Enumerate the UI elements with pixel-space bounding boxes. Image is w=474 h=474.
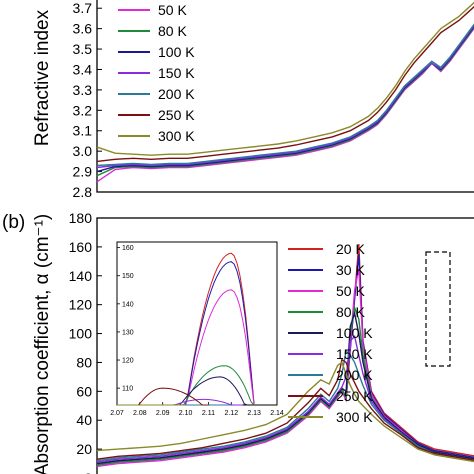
panel-a-y-tick-label: 3.3	[73, 82, 93, 98]
panel-a-legend-label: 100 K	[158, 44, 195, 60]
inset-x-tick-label: 2.11	[202, 410, 215, 417]
panel-b-series-line	[96, 310, 474, 465]
panel-a-y-axis-label: Refractive index	[32, 9, 53, 146]
panel-b-y-axis: 0 20 40 60 80 100 120 140 160 180	[69, 210, 102, 474]
inset-y-tick-label: 160	[122, 245, 134, 252]
inset-axes: 2.07 2.08 2.09 2.10 2.11 2.12 2.13 2.14 110 120 13…	[110, 245, 284, 417]
inset-x-tick-label: 2.07	[110, 410, 124, 417]
inset-y-tick-label: 130	[122, 329, 134, 336]
panel-b-legend-label: 300 K	[336, 409, 373, 425]
inset-x-tick-label: 2.09	[156, 410, 170, 417]
panel-b-y-tick-label: 60	[76, 383, 92, 399]
panel-b-legend: 20 K 30 K 50 K 80 K 100 K 150 K 200 K 250 K 300 …	[288, 241, 373, 425]
peak-highlight-box	[425, 251, 451, 367]
panel-a-y-tick-label: 3.6	[73, 21, 93, 37]
panel-a-y-axis: 2.8 2.9 3.0 3.1 3.2 3.3 3.4 3.5 3.6 3.7	[73, 0, 102, 200]
panel-a-y-tick-label: 3.0	[73, 143, 93, 159]
panel-a-y-tick-label: 3.5	[73, 41, 93, 57]
panel-a-legend-label: 80 K	[158, 23, 187, 39]
panel-b-series-line	[96, 349, 474, 462]
inset-series-line	[185, 289, 255, 406]
panel-b-chart: (b) 0 20 40 60 80 100 120 140 160 180 20 K 30 K 50 …	[2, 210, 474, 474]
inset-x-tick-label: 2.10	[179, 410, 193, 417]
inset-x-tick-label: 2.14	[270, 410, 284, 417]
panel-a-legend-label: 250 K	[158, 107, 195, 123]
inset-series	[117, 252, 255, 406]
panel-b-label: (b)	[2, 212, 25, 233]
panel-b-y-tick-label: 80	[76, 354, 92, 370]
panel-b-series	[96, 243, 474, 468]
panel-b-series-line	[96, 358, 474, 461]
panel-a-series-line	[96, 1, 474, 156]
panel-a-y-tick-label: 2.9	[73, 164, 93, 180]
panel-b-legend-label: 100 K	[336, 325, 373, 341]
panel-a-series-line	[96, 23, 474, 167]
panel-b-y-tick-label: 120	[69, 297, 93, 313]
panel-b-legend-label: 50 K	[336, 283, 365, 299]
panel-b-legend-label: 150 K	[336, 346, 373, 362]
panel-b-legend-label: 30 K	[336, 262, 365, 278]
panel-b-legend-label: 250 K	[336, 388, 373, 404]
panel-b-series-line	[96, 361, 474, 463]
panel-b-y-tick-label: 20	[76, 441, 92, 457]
panel-a-legend-label: 50 K	[158, 2, 187, 18]
inset-y-tick-label: 150	[122, 273, 134, 280]
panel-b-y-tick-label: 180	[69, 210, 93, 226]
inset-x-tick-label: 2.08	[133, 410, 147, 417]
panel-a-series	[96, 1, 474, 183]
inset-y-tick-label: 140	[122, 301, 134, 308]
panel-a-legend-label: 300 K	[158, 128, 195, 144]
panel-a-y-tick-label: 3.7	[73, 0, 93, 16]
panel-b-plot-frame	[96, 217, 474, 474]
panel-a-y-tick-label: 3.4	[73, 61, 93, 77]
inset-y-tick-label: 110	[122, 386, 133, 393]
inset-frame	[116, 241, 278, 406]
panel-a-y-tick-label: 3.2	[73, 102, 93, 118]
inset-y-tick-label: 120	[122, 358, 134, 365]
panel-b-y-axis-label: Absorption coefficient, α (cm⁻¹)	[32, 214, 53, 474]
panel-b-legend-label: 20 K	[336, 241, 365, 257]
panel-a-y-tick-label: 3.1	[73, 123, 93, 139]
panel-b-y-tick-label: 0	[84, 470, 92, 474]
panel-a-series-line	[96, 24, 474, 169]
panel-a-plot-frame	[96, 0, 474, 193]
panel-b-legend-label: 80 K	[336, 304, 365, 320]
inset-series-line	[135, 387, 209, 406]
panel-a-series-line	[96, 25, 474, 173]
panel-a-chart: 2.8 2.9 3.0 3.1 3.2 3.3 3.4 3.5 3.6 3.7 50 K 80 K 1…	[32, 0, 474, 200]
panel-b-y-tick-label: 140	[69, 268, 93, 284]
inset-x-tick-label: 2.13	[247, 410, 261, 417]
panel-b-series-line	[96, 268, 474, 468]
panel-a-series-line	[96, 5, 474, 163]
panel-b-y-tick-label: 40	[76, 412, 92, 428]
panel-a-legend-label: 150 K	[158, 65, 195, 81]
panel-b-legend-label: 200 K	[336, 367, 373, 383]
panel-a-legend: 50 K 80 K 100 K 150 K 200 K 250 K 300 K	[118, 2, 195, 144]
inset-series-line	[185, 261, 255, 406]
panel-a-series-line	[96, 27, 474, 183]
inset-x-tick-label: 2.12	[224, 410, 238, 417]
inset-chart: 2.07 2.08 2.09 2.10 2.11 2.12 2.13 2.14 110 120 13…	[110, 241, 284, 417]
panel-a-y-tick-label: 2.8	[73, 184, 93, 200]
panel-a-legend-label: 200 K	[158, 86, 195, 102]
inset-series-line	[185, 252, 255, 406]
panel-b-y-tick-label: 160	[69, 239, 93, 255]
panel-b-y-tick-label: 100	[69, 326, 93, 342]
